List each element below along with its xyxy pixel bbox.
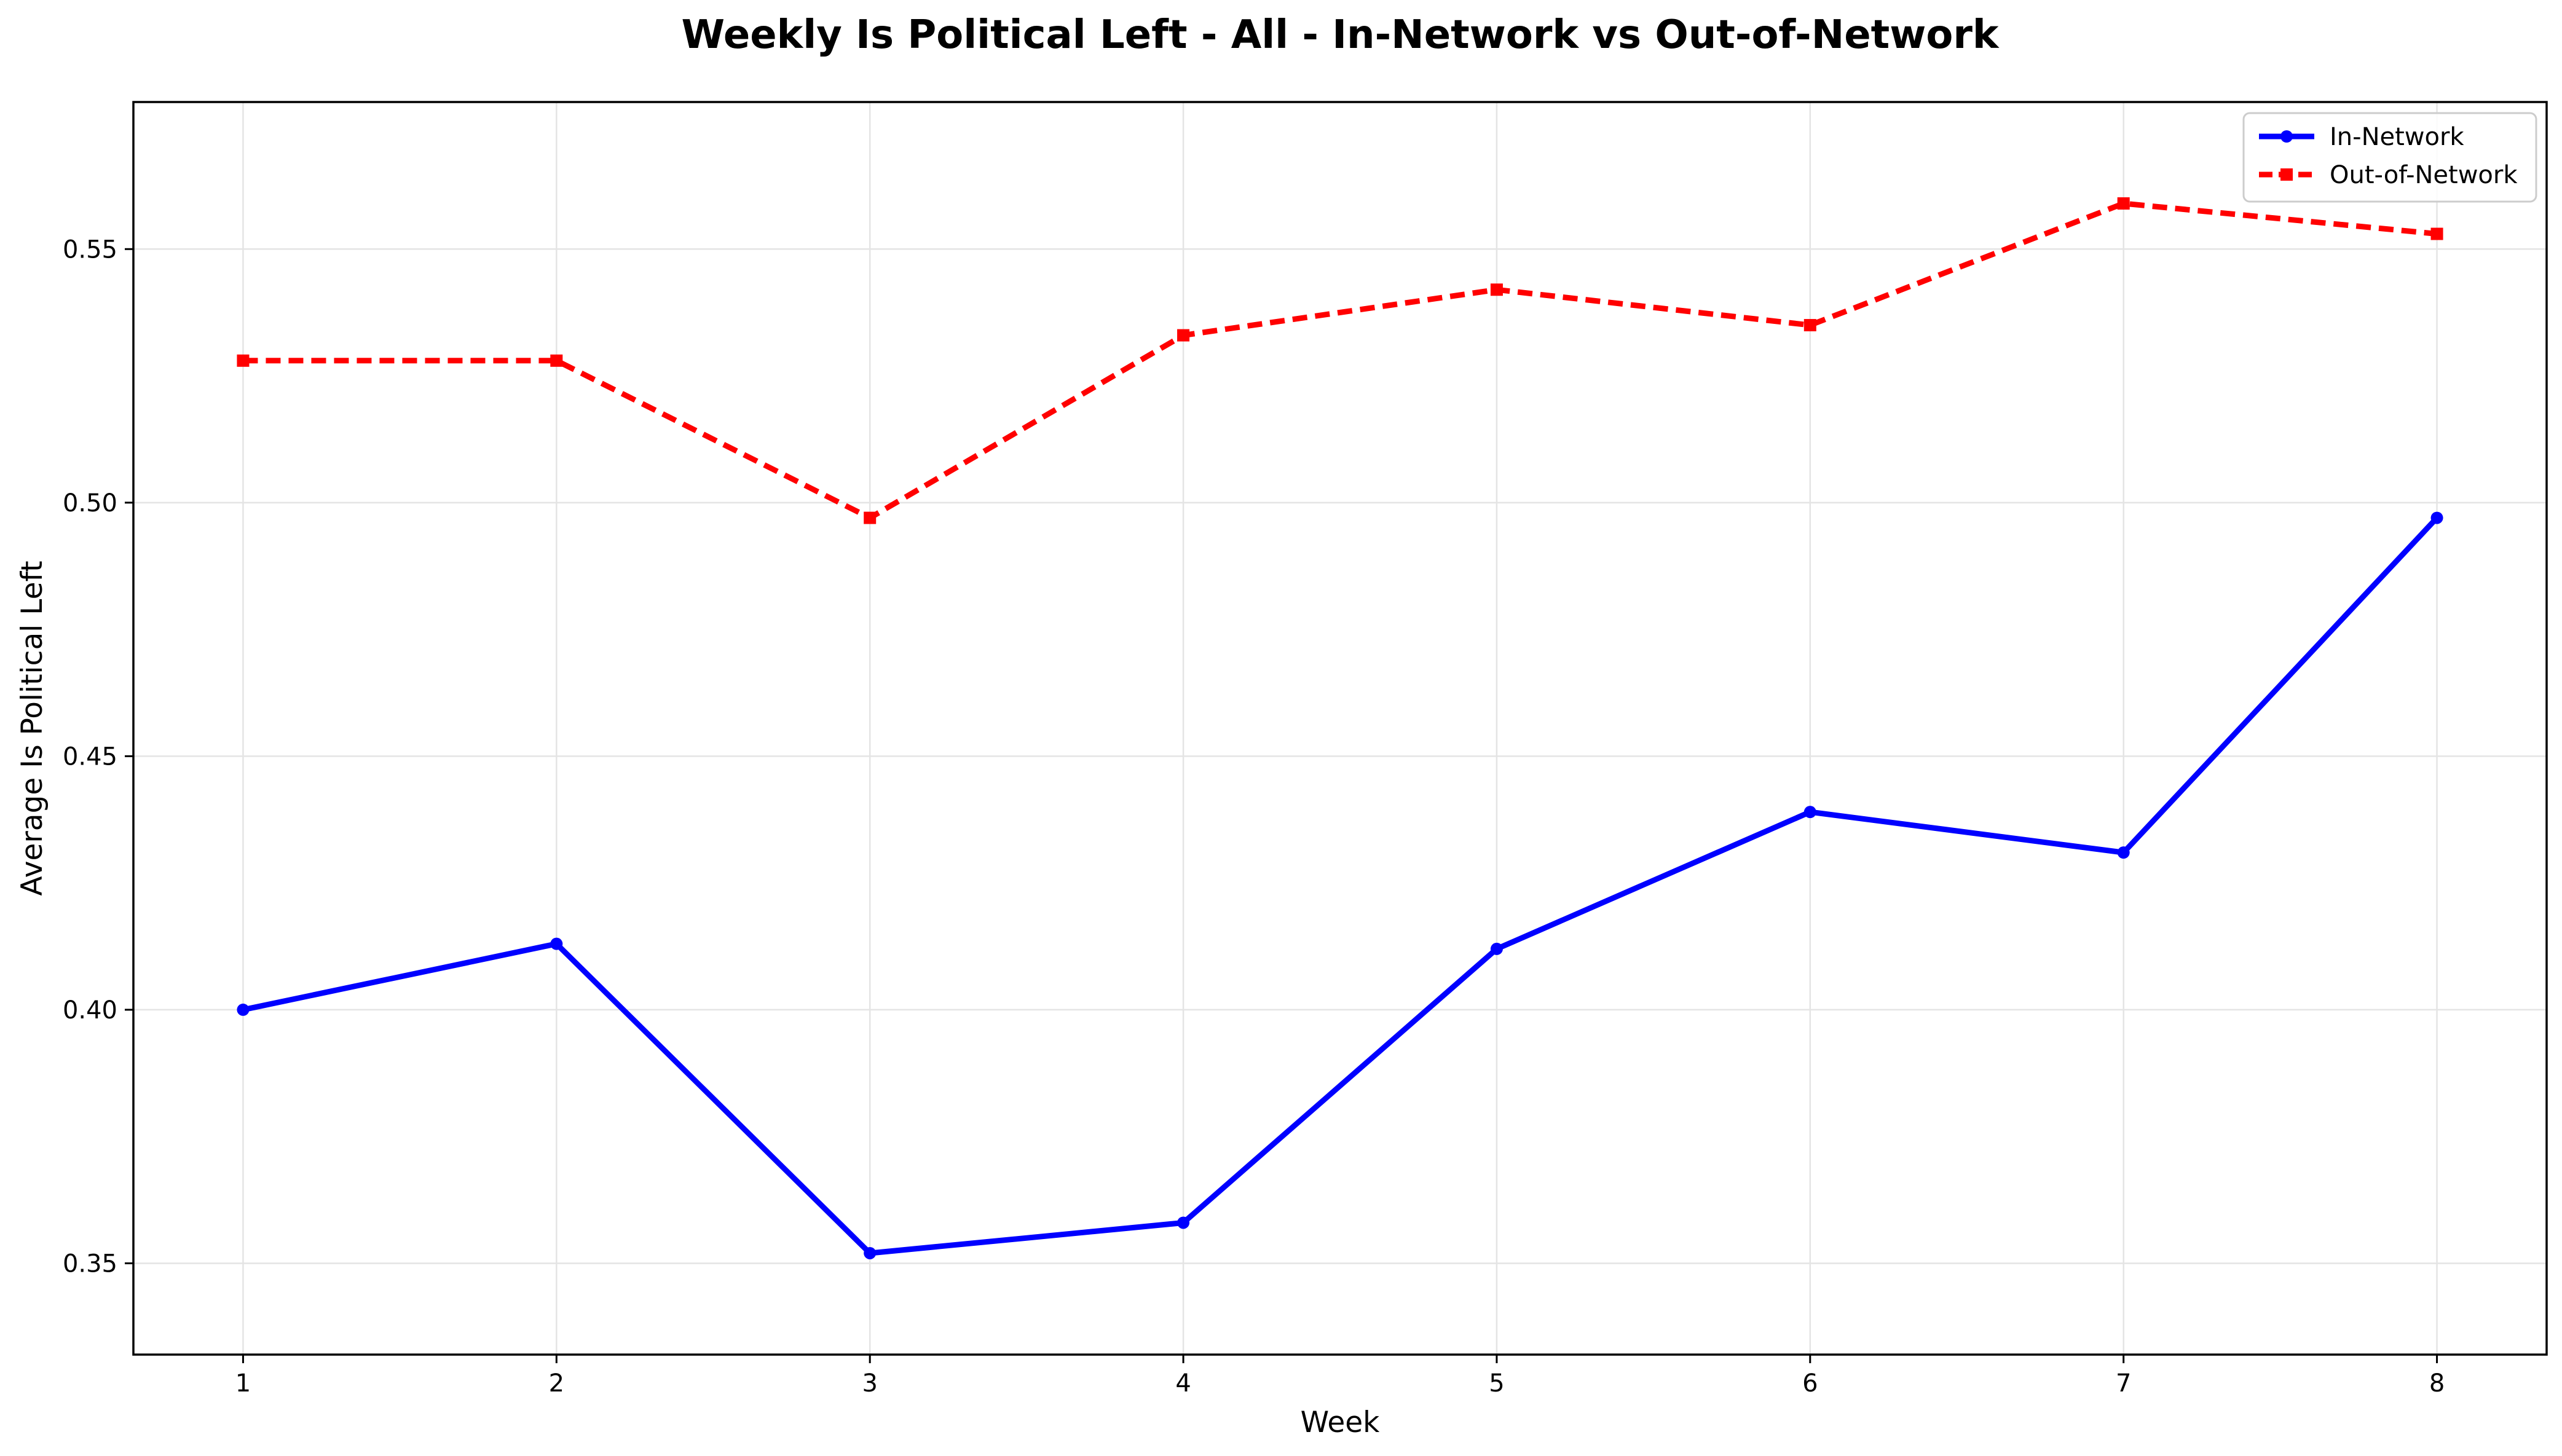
data-point-out-of-network bbox=[2430, 227, 2443, 240]
data-point-out-of-network bbox=[1177, 329, 1190, 342]
plot-frame bbox=[132, 101, 2548, 1356]
gridlines bbox=[133, 102, 2547, 1355]
data-point-in-network bbox=[1803, 806, 1816, 819]
data-point-in-network bbox=[2430, 511, 2443, 524]
x-tick-label: 8 bbox=[2429, 1369, 2445, 1398]
legend-label-in-network: In-Network bbox=[2330, 123, 2464, 151]
y-tick-label: 0.55 bbox=[63, 235, 117, 264]
x-axis-label: Week bbox=[1301, 1406, 1381, 1439]
data-point-in-network bbox=[1177, 1216, 1190, 1229]
legend-box bbox=[2242, 112, 2537, 203]
x-tick-label: 3 bbox=[862, 1369, 877, 1398]
data-point-out-of-network bbox=[2117, 197, 2130, 210]
legend-label-out-of-network: Out-of-Network bbox=[2330, 161, 2518, 189]
data-point-in-network bbox=[864, 1246, 877, 1259]
series-layer bbox=[237, 197, 2443, 1259]
x-tick-label: 5 bbox=[1489, 1369, 1504, 1398]
data-point-in-network bbox=[550, 937, 563, 950]
series-line-out-of-network bbox=[243, 200, 2437, 521]
y-tick-label: 0.35 bbox=[63, 1249, 117, 1278]
data-point-in-network bbox=[237, 1003, 250, 1016]
y-tick-label: 0.40 bbox=[63, 996, 117, 1025]
y-axis-label: Average Is Political Left bbox=[15, 561, 49, 895]
x-tick-label: 1 bbox=[235, 1369, 251, 1398]
x-tick-label: 2 bbox=[549, 1369, 564, 1398]
y-tick-label: 0.45 bbox=[63, 742, 117, 771]
chart-title: Weekly Is Political Left - All - In-Netw… bbox=[682, 12, 2000, 58]
data-point-out-of-network bbox=[1803, 319, 1816, 332]
data-point-out-of-network bbox=[1490, 283, 1503, 296]
data-point-out-of-network bbox=[864, 511, 877, 524]
x-tick-label: 6 bbox=[1802, 1369, 1818, 1398]
x-tick-label: 7 bbox=[2116, 1369, 2131, 1398]
series-line-in-network bbox=[240, 515, 2440, 1256]
data-point-out-of-network bbox=[237, 354, 250, 367]
y-tick-label: 0.50 bbox=[63, 489, 117, 517]
legend-marker-out-of-network bbox=[2280, 168, 2293, 181]
data-point-in-network bbox=[1490, 942, 1503, 955]
data-point-out-of-network bbox=[550, 354, 563, 367]
data-point-in-network bbox=[2117, 846, 2130, 859]
axes: 1 2 3 4 5 6 7 8 0.35 0.40 0.45 0.50 0.55 bbox=[63, 235, 2445, 1398]
x-tick-label: 4 bbox=[1175, 1369, 1191, 1398]
legend-marker-in-network bbox=[2280, 130, 2293, 143]
legend: In-Network Out-of-Network bbox=[2242, 112, 2537, 203]
